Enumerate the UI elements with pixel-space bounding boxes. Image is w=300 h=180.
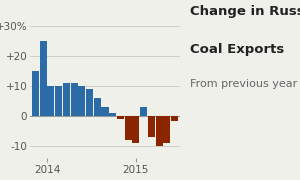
Text: From previous year: From previous year <box>190 79 298 89</box>
Bar <box>32 71 39 116</box>
Bar <box>55 86 62 116</box>
Bar <box>101 107 109 116</box>
Bar <box>70 83 78 116</box>
Text: Coal Exports: Coal Exports <box>190 43 285 56</box>
Bar <box>94 98 101 116</box>
Bar <box>163 116 170 143</box>
Bar <box>117 116 124 119</box>
Text: Change in Russian: Change in Russian <box>190 5 300 18</box>
Bar <box>78 86 85 116</box>
Bar <box>140 107 147 116</box>
Bar <box>63 83 70 116</box>
Bar <box>132 116 140 143</box>
Bar <box>148 116 155 137</box>
Bar <box>109 113 116 116</box>
Bar <box>40 41 47 116</box>
Bar <box>156 116 163 146</box>
Bar <box>86 89 93 116</box>
Bar <box>47 86 54 116</box>
Bar <box>124 116 132 140</box>
Bar <box>171 116 178 121</box>
